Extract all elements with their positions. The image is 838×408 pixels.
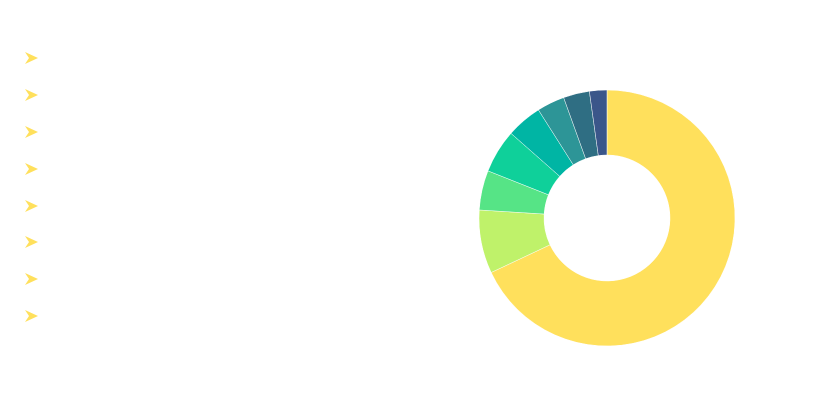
legend-item[interactable] (22, 187, 48, 224)
donut-slice[interactable] (490, 89, 736, 347)
arrow-icon (25, 162, 38, 175)
arrow-icon (25, 309, 38, 322)
arrow-icon (25, 236, 38, 249)
legend-item[interactable] (22, 298, 48, 335)
donut-slices (478, 89, 736, 347)
donut-slice[interactable] (589, 89, 608, 156)
arrow-icon (25, 52, 38, 65)
legend-item[interactable] (22, 224, 48, 261)
legend-item[interactable] (22, 40, 48, 77)
arrow-icon (25, 125, 38, 138)
legend-item[interactable] (22, 150, 48, 187)
arrow-icon (25, 273, 38, 286)
legend-item[interactable] (22, 77, 48, 114)
arrow-icon (25, 199, 38, 212)
legend-item[interactable] (22, 114, 48, 151)
chart-legend (22, 40, 48, 334)
arrow-icon (25, 89, 38, 102)
legend-item[interactable] (22, 261, 48, 298)
